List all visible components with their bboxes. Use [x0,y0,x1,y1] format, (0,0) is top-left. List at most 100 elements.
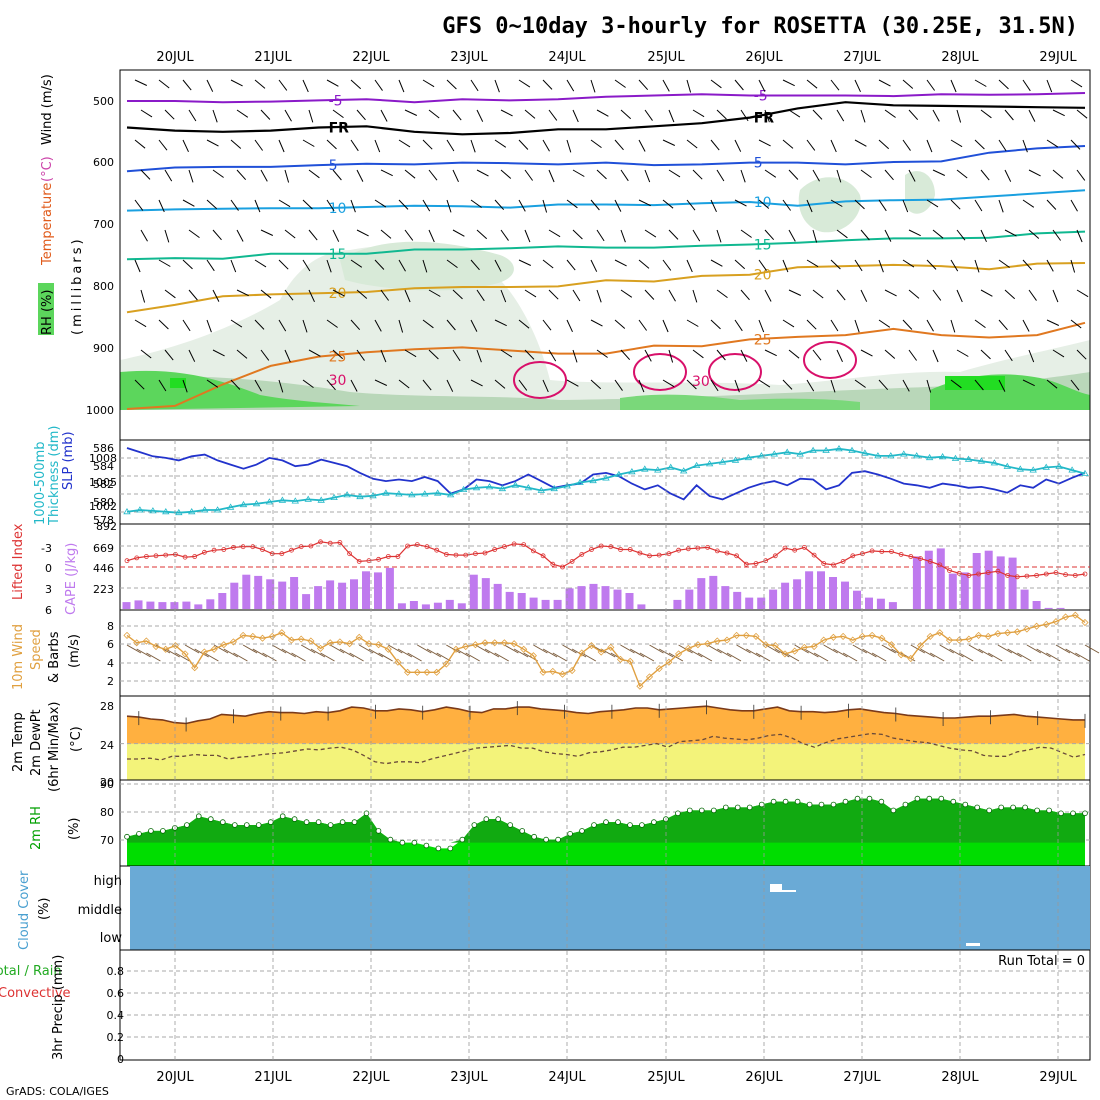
rh-point [483,816,490,822]
wind-barb [638,319,648,331]
label-temperature: Temperature [40,183,55,266]
wind-barb [374,79,383,91]
wind-barb [182,319,191,332]
rh-point [615,819,621,825]
wind-barb [998,199,1004,213]
isotherm-30-cell [633,353,687,391]
wind-speed-point [123,631,131,639]
lifted-index-point [802,545,807,550]
wind-barb [518,319,530,329]
wind-barb [932,289,942,301]
wind-barb [956,289,963,303]
date-label-bottom: 29JUL [1039,1070,1077,1085]
wind-barb [524,289,537,298]
wind-barb [956,349,969,357]
wind-barb [902,259,915,268]
wind-barb [980,289,993,297]
surface-barb [465,652,480,662]
y-tick: 28 [100,700,114,713]
wind-speed-point [375,641,383,649]
wind-barb [878,139,890,150]
isotherm-line [126,145,1086,173]
wind-barb [692,169,703,180]
date-label-top: 24JUL [548,50,586,65]
wind-speed-point [733,631,741,639]
wind-barb [1004,349,1013,362]
wind-barb [1076,229,1083,243]
thickness-marker [641,465,649,472]
wind-barb [734,319,743,332]
rh-point [208,816,214,822]
wind-barb [548,169,555,183]
lifted-index-point [840,559,846,564]
wind-barb [686,199,696,211]
rh-point [531,833,537,840]
rh-point [124,833,130,840]
wind-speed-point [916,642,925,650]
wind-barb [980,169,990,181]
rh-point [435,845,442,852]
cape-bar [170,602,179,609]
isotherm-line [126,189,1086,212]
surface-barb [581,652,597,662]
wind-barb [206,199,218,210]
label-minmax: (6hr Min/Max) [47,702,62,792]
thickness-marker [951,454,960,461]
rh-point [866,795,873,802]
isotherm-line [126,321,1086,410]
rh-point [555,836,561,843]
wind-barb [710,139,720,151]
rh-point [639,822,645,828]
cape-bar [577,586,586,609]
wind-speed-point [742,631,750,639]
wind-barb [710,319,721,330]
wind-barb [524,229,531,243]
cape-bar [888,602,897,609]
wind-barb [860,229,870,241]
lifted-index-point [956,570,962,576]
cape-bar [374,572,382,609]
wind-barb [1070,379,1080,391]
wind-barb [1052,169,1064,179]
rh-point [411,839,418,846]
surface-barb [484,648,500,658]
lifted-index-point [1063,572,1068,578]
rh-point [878,798,885,805]
thickness-marker [200,506,209,513]
surface-barb [1007,648,1022,658]
thickness-marker [731,456,740,463]
wind-barb [350,139,359,152]
surface-barb [417,644,432,654]
surface-barb [949,648,964,658]
rh-point [279,813,286,819]
wind-barb [380,229,392,239]
wind-speed-point [423,668,431,676]
wind-barb [398,379,410,389]
surface-barb [978,648,993,658]
wind-barb [902,139,911,151]
wind-barb [182,79,192,91]
lifted-index-point [782,545,788,551]
wind-barb [326,319,338,328]
lifted-index-point [1014,574,1020,580]
date-label-bottom: 27JUL [843,1070,881,1085]
y-tick: 6 [45,604,52,617]
date-label-top: 25JUL [647,50,685,65]
cape-bar [1056,607,1065,609]
wind-speed-point [675,650,683,658]
wind-barb [284,289,294,301]
wind-speed-point [307,637,315,645]
wind-barb [332,109,344,119]
cape-bar [709,575,718,609]
y-tick: 800 [93,280,114,293]
wind-speed-point [897,651,905,659]
isotherm-label: FR [754,111,775,127]
wind-barb [422,379,432,391]
wind-barb [692,289,698,303]
lifted-index-point [695,545,701,551]
wind-barb [206,139,219,147]
isotherm-label: FR [329,120,350,136]
wind-barb [1046,319,1060,326]
wind-barb [356,289,368,299]
thickness-marker [1055,462,1063,469]
